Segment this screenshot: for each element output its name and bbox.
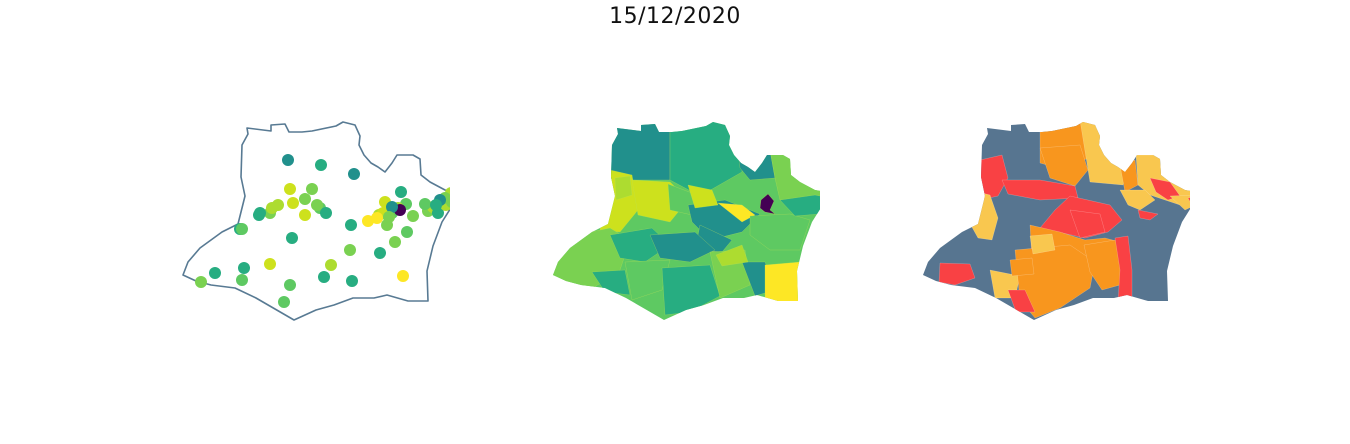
municipality-point xyxy=(383,211,395,223)
municipality-point xyxy=(282,154,294,166)
municipality-point xyxy=(430,199,442,211)
municipality-region xyxy=(1007,289,1036,313)
municipality-point xyxy=(286,232,298,244)
municipality-region xyxy=(715,244,749,267)
municipality-point xyxy=(371,212,383,224)
municipality-region xyxy=(649,231,716,263)
municipality-point xyxy=(209,267,221,279)
municipality-point xyxy=(266,202,278,214)
municipality-point xyxy=(311,199,323,211)
municipality-point xyxy=(264,258,276,270)
municipality-point xyxy=(345,219,357,231)
figure-title: 15/12/2020 xyxy=(609,4,741,29)
municipality-region xyxy=(1137,209,1159,221)
municipality-point xyxy=(299,209,311,221)
municipality-point xyxy=(287,197,299,209)
municipality-point xyxy=(346,275,358,287)
municipality-region xyxy=(609,122,671,181)
map-choropleth-risk-panel xyxy=(923,122,1190,320)
municipality-point xyxy=(315,159,327,171)
municipality-points xyxy=(195,154,450,308)
municipality-point xyxy=(284,183,296,195)
municipality-region xyxy=(669,122,743,197)
municipality-region xyxy=(591,269,631,296)
municipality-region xyxy=(1119,189,1156,211)
municipality-region xyxy=(1029,233,1056,255)
municipality-region xyxy=(614,175,633,201)
municipality-region xyxy=(1169,194,1190,211)
municipality-point xyxy=(389,236,401,248)
municipality-point xyxy=(407,210,419,222)
municipality-region xyxy=(1039,144,1089,187)
municipality-region xyxy=(779,194,820,217)
municipality-point xyxy=(325,259,337,271)
municipality-region xyxy=(1069,209,1106,239)
municipality-point xyxy=(320,207,332,219)
municipality-region xyxy=(759,193,776,215)
map-points-panel xyxy=(182,121,450,321)
municipality-region xyxy=(687,184,719,209)
municipality-point xyxy=(195,276,207,288)
municipality-point xyxy=(236,274,248,286)
municipality-point xyxy=(318,271,330,283)
map-choropleth-viridis-panel xyxy=(553,122,820,320)
municipality-point xyxy=(348,168,360,180)
municipality-point xyxy=(306,183,318,195)
municipality-point xyxy=(238,262,250,274)
municipality-region xyxy=(717,202,756,223)
municipality-point xyxy=(419,198,431,210)
municipality-point xyxy=(395,186,407,198)
municipality-point xyxy=(299,193,311,205)
municipality-point xyxy=(284,279,296,291)
municipality-point xyxy=(344,244,356,256)
municipality-region xyxy=(624,259,671,301)
municipality-region xyxy=(938,262,976,286)
municipality-point xyxy=(401,226,413,238)
municipality-point xyxy=(236,223,248,235)
municipality-region xyxy=(749,213,811,251)
municipality-regions xyxy=(553,122,820,316)
municipality-region xyxy=(1009,257,1035,277)
municipality-point xyxy=(278,296,290,308)
state-outline xyxy=(182,121,450,321)
municipality-point xyxy=(254,207,266,219)
municipality-point xyxy=(397,270,409,282)
municipality-point xyxy=(374,247,386,259)
municipality-region xyxy=(661,264,721,316)
municipality-point xyxy=(386,201,398,213)
